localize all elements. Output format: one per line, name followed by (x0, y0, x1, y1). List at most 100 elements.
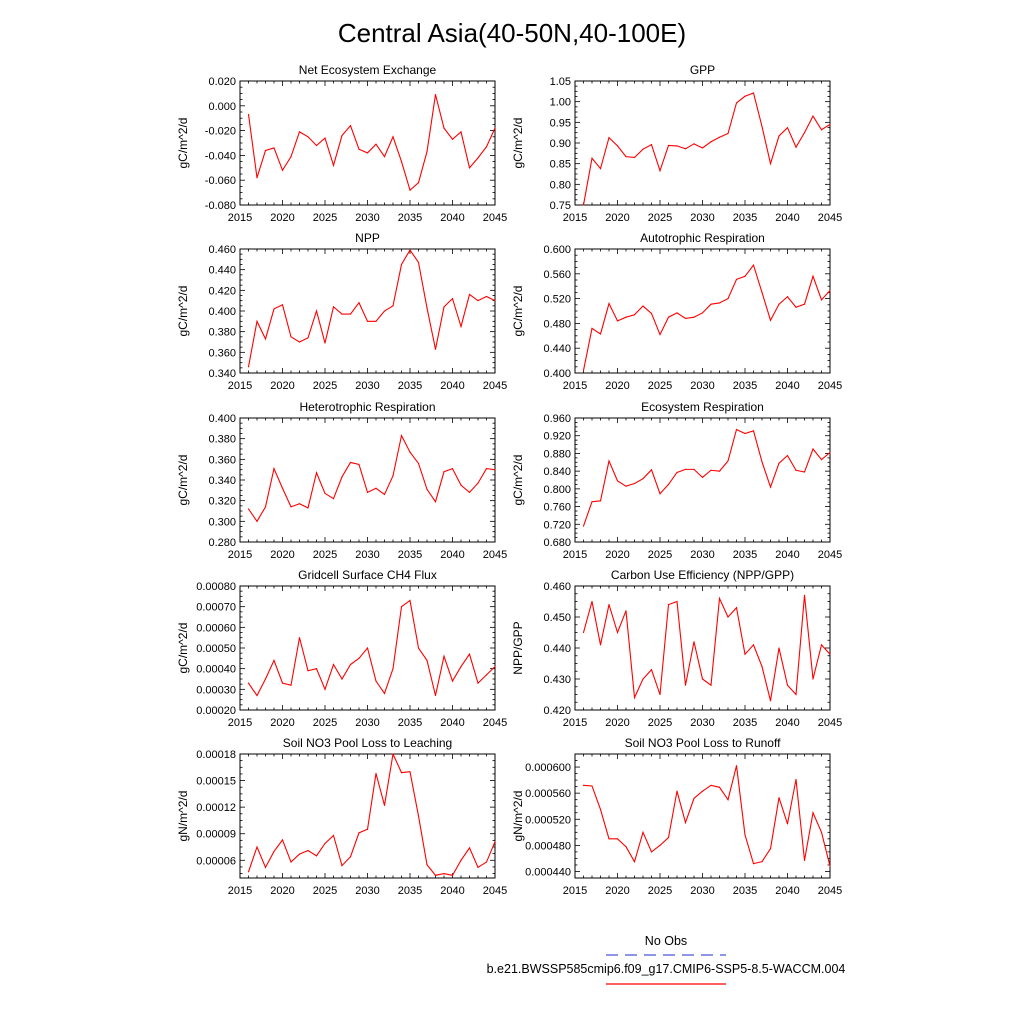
data-point (417, 182, 420, 184)
panel-title-carbon-use-efficiency-npp-gpp: Carbon Use Efficiency (NPP/GPP) (611, 568, 794, 582)
data-point (426, 659, 428, 662)
data-point (366, 152, 369, 154)
data-point (358, 148, 360, 150)
y-axis-label: gC/m^2/d (176, 455, 190, 506)
data-point (392, 136, 394, 138)
data-point (642, 678, 644, 680)
data-point (409, 249, 411, 251)
data-point (434, 874, 437, 876)
data-point (460, 325, 462, 328)
y-axis-label: gC/m^2/d (511, 118, 525, 169)
data-point (349, 663, 352, 666)
x-tick-label: 2045 (818, 380, 842, 392)
x-tick-label: 2025 (313, 717, 337, 729)
panel-net-ecosystem-exchange: Net Ecosystem Exchange 2015 2020 2025 2030 20… (176, 63, 507, 224)
data-point (812, 812, 814, 814)
series-line (582, 92, 830, 205)
data-point (400, 434, 403, 437)
x-tick-label: 2040 (775, 885, 799, 897)
series-line (583, 765, 830, 867)
x-tick-label: 2025 (648, 717, 672, 729)
y-tick-label: 0.800 (543, 484, 571, 496)
data-point (485, 861, 488, 863)
data-point (366, 320, 369, 322)
data-point (591, 501, 593, 503)
data-point (409, 451, 411, 453)
data-point (667, 144, 670, 147)
y-tick-label: 0.00020 (196, 705, 236, 717)
x-tick-label: 2025 (313, 549, 337, 561)
data-point (256, 520, 258, 522)
data-point (409, 771, 411, 773)
data-point (443, 306, 445, 308)
data-point (803, 859, 806, 861)
y-tick-label: 0.680 (543, 537, 571, 549)
data-point (468, 491, 471, 493)
data-point (477, 482, 479, 484)
y-tick-label: 0.840 (543, 466, 571, 478)
data-point (358, 302, 360, 304)
data-point (451, 298, 454, 300)
data-point (829, 289, 831, 292)
data-point (307, 507, 309, 509)
legend-label-no-obs: No Obs (645, 934, 687, 948)
data-point (701, 147, 704, 149)
data-point (633, 156, 636, 159)
data-point (786, 127, 789, 129)
data-point (315, 144, 318, 147)
y-axis-label: gC/m^2/d (176, 623, 190, 674)
data-point (710, 303, 712, 305)
panel-heterotrophic-respiration: Heterotrophic Respiration 2015 2020 2025 203… (176, 400, 507, 561)
data-point (349, 461, 352, 464)
y-axis-label: gN/m^2/d (511, 791, 525, 842)
data-point (701, 678, 704, 680)
y-axis-label: gC/m^2/d (511, 286, 525, 337)
x-tick-label: 2030 (690, 885, 714, 897)
x-tick-label: 2020 (270, 549, 294, 561)
data-point (264, 338, 267, 340)
data-point (650, 669, 653, 671)
panel-title-heterotrophic-respiration: Heterotrophic Respiration (299, 400, 435, 414)
data-point (468, 653, 471, 655)
y-tick-label: 0.90 (550, 138, 571, 150)
data-point (676, 790, 678, 792)
data-point (633, 861, 636, 863)
x-tick-label: 2035 (733, 212, 757, 224)
data-point (599, 168, 602, 170)
data-point (718, 470, 721, 472)
data-point (625, 610, 627, 612)
data-point (761, 291, 763, 293)
data-point (494, 469, 496, 471)
x-tick-label: 2025 (648, 380, 672, 392)
data-point (650, 469, 653, 471)
data-point (324, 137, 326, 139)
data-point (778, 647, 780, 649)
plot-frame (574, 753, 831, 879)
data-point (812, 275, 814, 277)
x-tick-label: 2045 (818, 212, 842, 224)
data-point (744, 834, 746, 836)
x-tick-label: 2040 (440, 717, 464, 729)
x-tick-label: 2020 (605, 885, 629, 897)
data-point (727, 298, 729, 300)
y-tick-label: 0.340 (208, 475, 236, 487)
x-tick-label: 2045 (818, 549, 842, 561)
data-point (341, 476, 343, 478)
data-point (778, 462, 780, 464)
data-point (264, 506, 267, 508)
data-point (786, 823, 789, 825)
x-tick-label: 2025 (648, 885, 672, 897)
x-tick-label: 2035 (398, 212, 422, 224)
data-point (701, 476, 704, 478)
panel-autotrophic-respiration: Autotrophic Respiration 2015 2020 2025 2030 2… (511, 231, 842, 392)
x-tick-label: 2045 (483, 212, 507, 224)
y-tick-label: 1.05 (550, 76, 571, 88)
data-point (744, 95, 746, 97)
x-tick-label: 2015 (563, 717, 587, 729)
y-tick-label: 0.000 (208, 101, 236, 113)
data-point (392, 668, 394, 670)
y-tick-label: 0.960 (543, 413, 571, 425)
x-tick-label: 2020 (605, 212, 629, 224)
data-point (485, 146, 488, 148)
data-point (366, 828, 369, 830)
